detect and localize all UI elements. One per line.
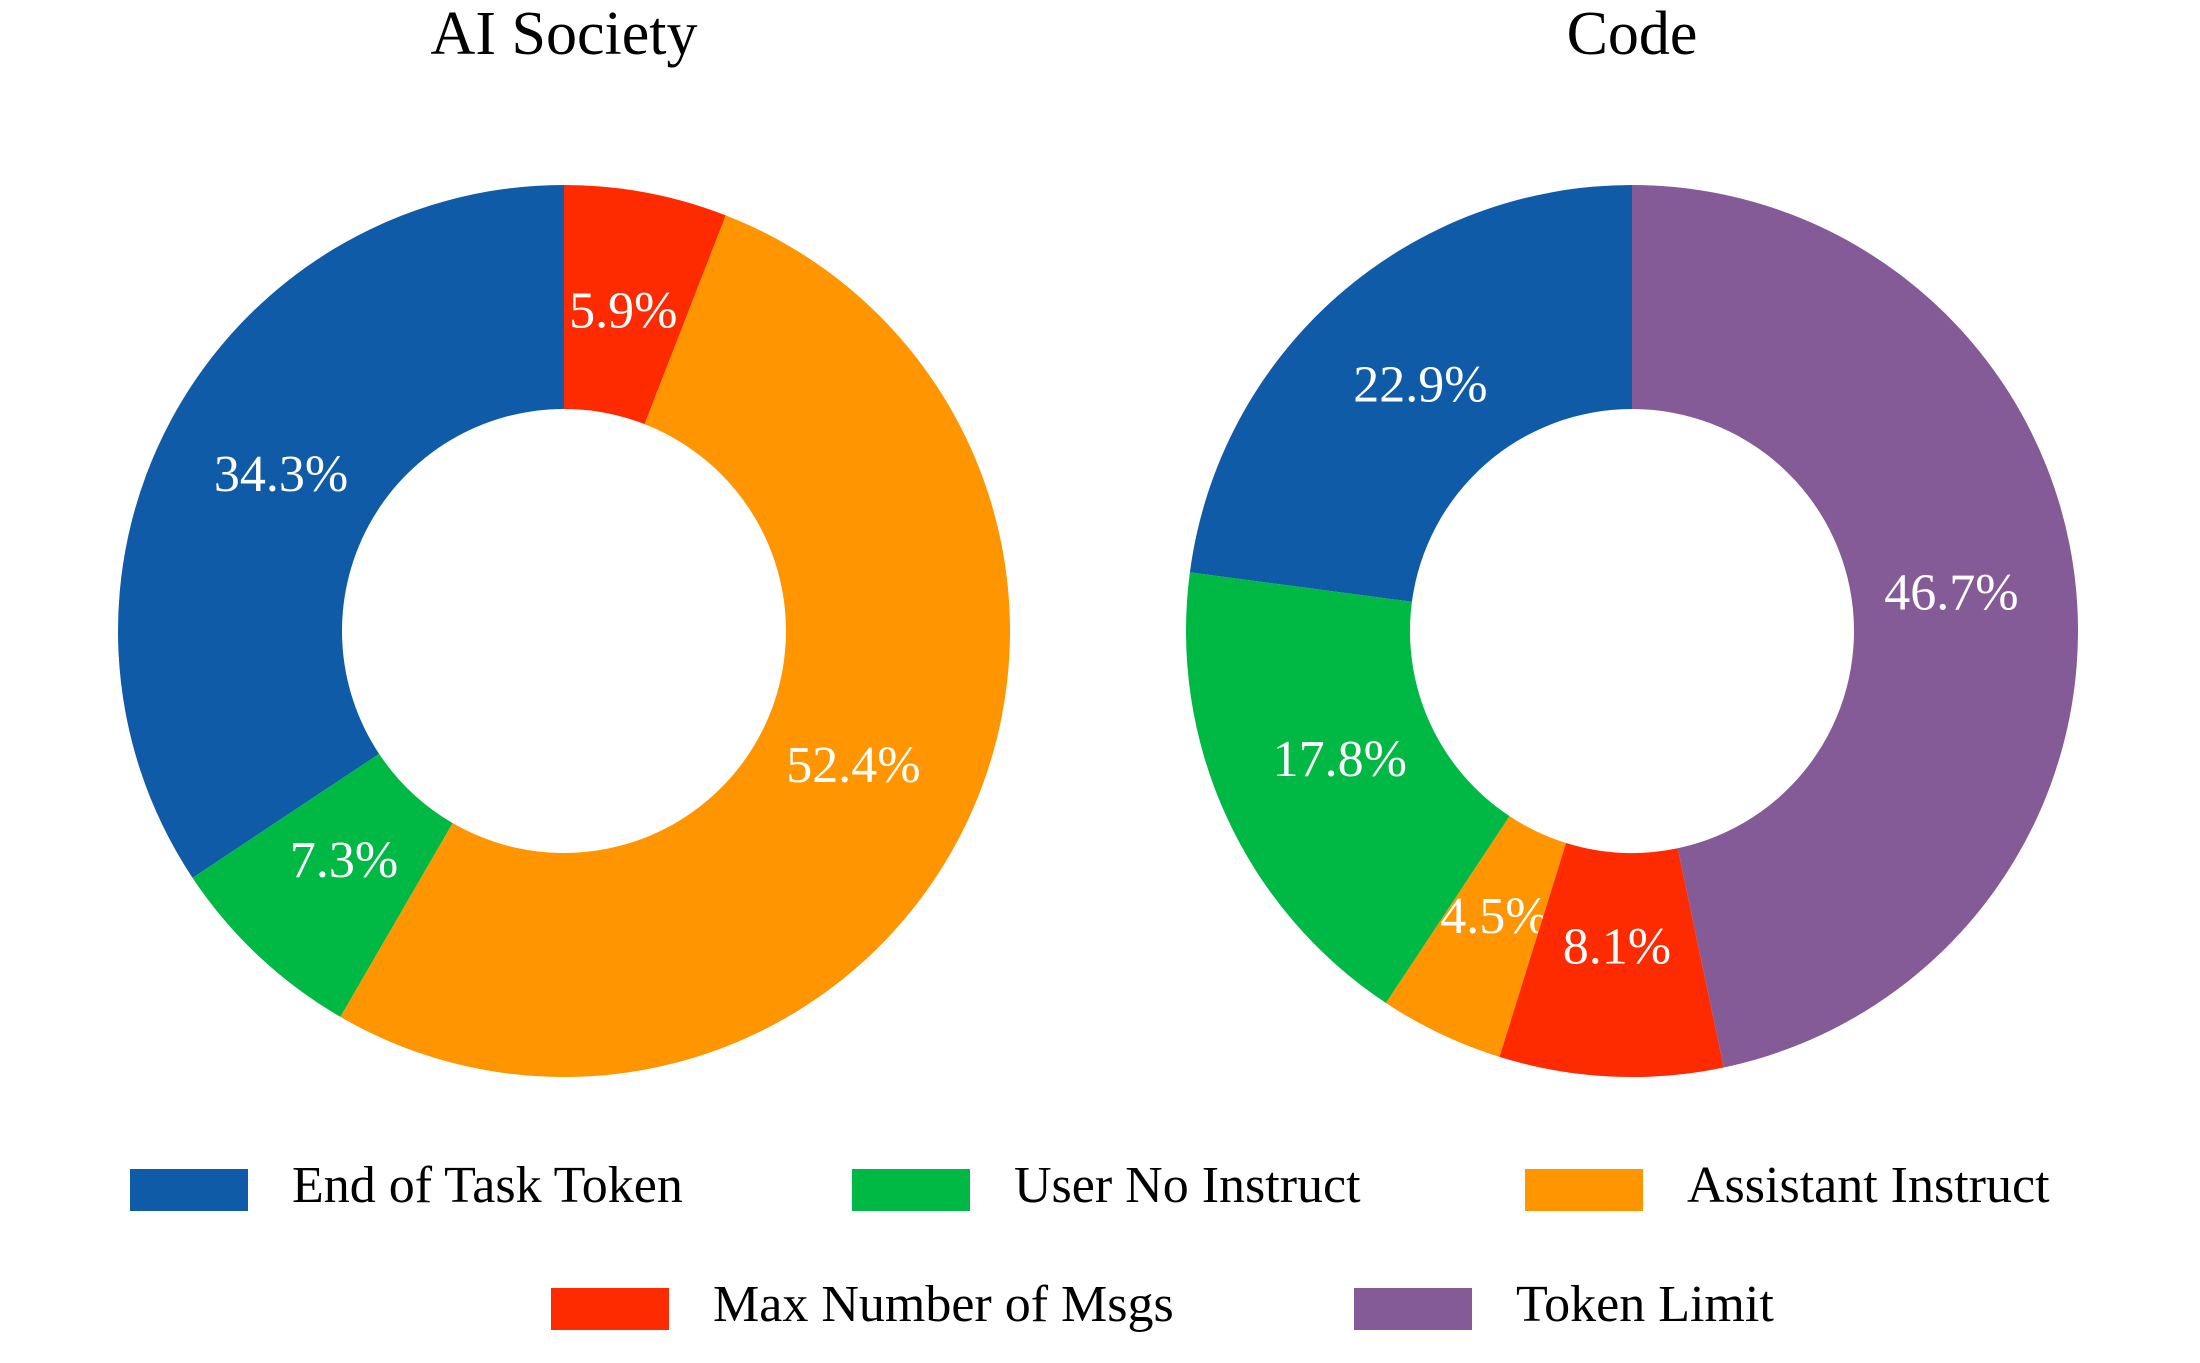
slice-label: 34.3% — [214, 446, 348, 503]
donut-slice: Max Number of Msgs — [1499, 842, 1724, 1078]
donut-slice: Assistant Instruct — [340, 215, 1010, 1077]
slice-label: 52.4% — [786, 737, 920, 794]
legend-swatch — [551, 1288, 669, 1330]
legend-label: Assistant Instruct — [1687, 1157, 2050, 1214]
legend-swatch — [130, 1169, 248, 1211]
donut-slice: User No Instruct — [192, 753, 453, 1017]
slice-label: 22.9% — [1353, 356, 1487, 413]
legend-label: End of Task Token — [292, 1157, 683, 1214]
slice-label: 46.7% — [1884, 565, 2018, 622]
legend-swatch — [1354, 1288, 1472, 1330]
slice-label: 5.9% — [569, 282, 677, 339]
legend-swatch — [1525, 1169, 1643, 1211]
slice-label: 7.3% — [290, 832, 398, 889]
legend-label: User No Instruct — [1014, 1157, 1361, 1214]
slice-label: 17.8% — [1273, 731, 1407, 788]
slice-label: 4.5% — [1440, 888, 1548, 945]
chart-title: Code — [1567, 0, 1698, 68]
legend-swatch — [852, 1169, 970, 1211]
donut-slice: Token Limit — [1632, 185, 2079, 1068]
donut-slice: Max Number of Msgs — [564, 185, 726, 425]
donut-slice: User No Instruct — [1186, 572, 1510, 1003]
legend-label: Token Limit — [1516, 1276, 1774, 1333]
donut-slice: End of Task Token — [1189, 185, 1632, 602]
donut-slice: End of Task Token — [117, 185, 564, 878]
chart-title: AI Society — [431, 0, 698, 68]
slice-label: 8.1% — [1563, 919, 1671, 976]
legend-label: Max Number of Msgs — [713, 1276, 1174, 1333]
donut-slice: Assistant Instruct — [1385, 816, 1567, 1057]
